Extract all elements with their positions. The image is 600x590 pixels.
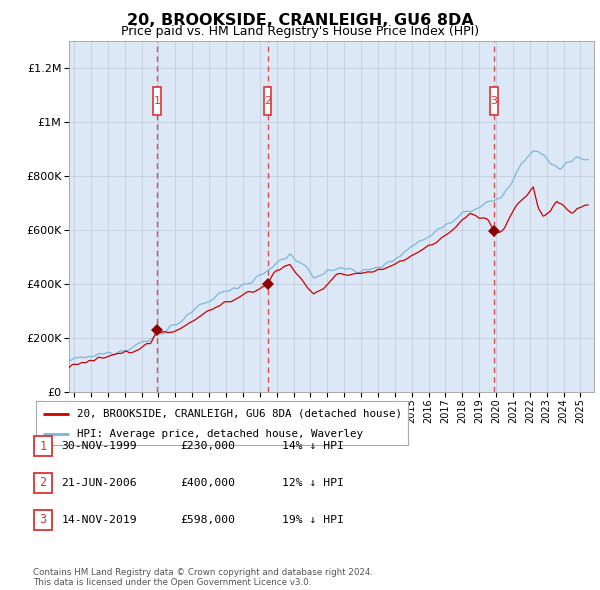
Text: Price paid vs. HM Land Registry's House Price Index (HPI): Price paid vs. HM Land Registry's House … <box>121 25 479 38</box>
FancyBboxPatch shape <box>34 473 52 493</box>
Text: 21-JUN-2006: 21-JUN-2006 <box>61 478 137 487</box>
Text: 1: 1 <box>154 96 161 106</box>
Text: 1: 1 <box>40 440 46 453</box>
Text: 3: 3 <box>40 513 46 526</box>
FancyBboxPatch shape <box>34 436 52 456</box>
Text: HPI: Average price, detached house, Waverley: HPI: Average price, detached house, Wave… <box>77 430 363 440</box>
Text: £400,000: £400,000 <box>180 478 235 487</box>
Text: £230,000: £230,000 <box>180 441 235 451</box>
Text: 3: 3 <box>490 96 497 106</box>
Text: 14-NOV-2019: 14-NOV-2019 <box>61 515 137 525</box>
Text: 14% ↓ HPI: 14% ↓ HPI <box>282 441 344 451</box>
FancyBboxPatch shape <box>34 510 52 530</box>
Text: 20, BROOKSIDE, CRANLEIGH, GU6 8DA: 20, BROOKSIDE, CRANLEIGH, GU6 8DA <box>127 13 473 28</box>
Text: 12% ↓ HPI: 12% ↓ HPI <box>282 478 344 487</box>
FancyBboxPatch shape <box>264 87 271 114</box>
FancyBboxPatch shape <box>490 87 497 114</box>
FancyBboxPatch shape <box>154 87 161 114</box>
Text: 30-NOV-1999: 30-NOV-1999 <box>61 441 137 451</box>
Text: £598,000: £598,000 <box>180 515 235 525</box>
Text: 19% ↓ HPI: 19% ↓ HPI <box>282 515 344 525</box>
Text: 20, BROOKSIDE, CRANLEIGH, GU6 8DA (detached house): 20, BROOKSIDE, CRANLEIGH, GU6 8DA (detac… <box>77 409 402 418</box>
Text: 2: 2 <box>40 476 46 489</box>
Text: 2: 2 <box>264 96 271 106</box>
Text: Contains HM Land Registry data © Crown copyright and database right 2024.
This d: Contains HM Land Registry data © Crown c… <box>33 568 373 587</box>
